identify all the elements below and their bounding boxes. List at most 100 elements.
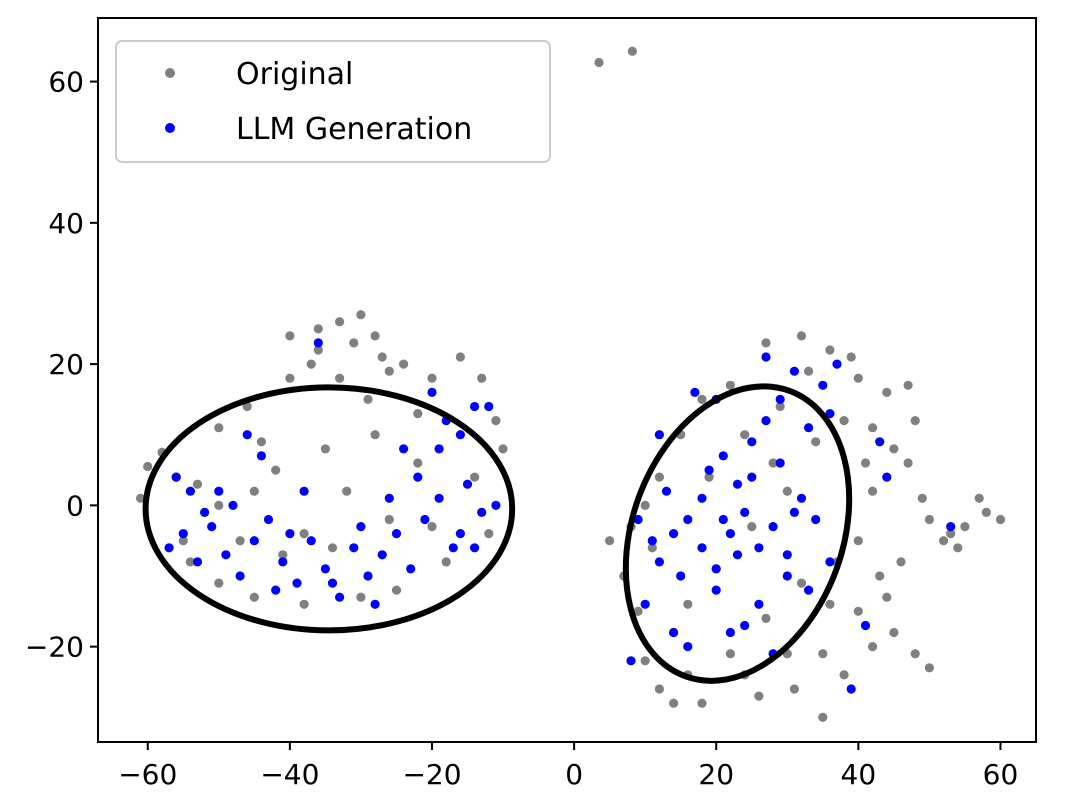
data-point bbox=[903, 380, 913, 390]
data-point bbox=[462, 479, 473, 489]
legend-marker bbox=[165, 68, 175, 78]
data-point bbox=[249, 536, 259, 546]
data-point bbox=[647, 536, 657, 546]
data-point bbox=[470, 472, 480, 482]
data-point bbox=[327, 578, 338, 588]
data-point bbox=[413, 458, 423, 468]
data-point bbox=[868, 486, 878, 496]
data-point bbox=[924, 514, 935, 525]
data-point bbox=[484, 401, 494, 412]
data-point bbox=[804, 423, 814, 433]
legend-label: LLM Generation bbox=[236, 112, 472, 147]
data-point bbox=[704, 472, 714, 482]
data-point bbox=[718, 451, 728, 461]
data-point bbox=[633, 514, 643, 525]
data-point bbox=[747, 437, 757, 447]
data-point bbox=[761, 613, 771, 624]
data-point bbox=[725, 627, 736, 638]
data-point bbox=[192, 557, 203, 567]
data-point bbox=[711, 585, 721, 595]
data-point bbox=[839, 670, 849, 680]
data-point bbox=[775, 394, 785, 404]
data-point bbox=[740, 620, 750, 631]
data-point bbox=[683, 514, 693, 525]
data-point bbox=[711, 564, 721, 574]
data-point bbox=[221, 550, 231, 560]
data-point bbox=[825, 409, 835, 419]
data-point bbox=[811, 437, 821, 447]
data-point bbox=[896, 557, 906, 567]
data-point bbox=[910, 416, 920, 426]
data-point bbox=[271, 465, 281, 475]
data-point bbox=[811, 514, 821, 525]
data-point bbox=[235, 536, 245, 546]
data-point bbox=[853, 606, 863, 616]
data-point bbox=[377, 550, 387, 560]
data-point bbox=[477, 373, 487, 383]
data-point bbox=[917, 493, 927, 503]
data-point bbox=[825, 557, 835, 567]
data-point bbox=[491, 416, 501, 426]
x-tick-label: 20 bbox=[698, 758, 734, 791]
data-point bbox=[725, 380, 736, 390]
data-point bbox=[697, 698, 707, 708]
data-point bbox=[654, 472, 665, 482]
data-point bbox=[960, 522, 970, 532]
data-point bbox=[356, 310, 366, 320]
data-point bbox=[349, 338, 359, 348]
data-point bbox=[420, 514, 430, 525]
data-point bbox=[434, 444, 444, 454]
data-point bbox=[235, 571, 245, 581]
data-point bbox=[185, 486, 195, 496]
data-point bbox=[718, 514, 728, 525]
data-point bbox=[825, 345, 835, 355]
legend: Original LLM Generation bbox=[115, 40, 551, 163]
data-point bbox=[320, 564, 330, 574]
data-point bbox=[796, 578, 807, 588]
data-point bbox=[654, 557, 665, 567]
data-point bbox=[761, 338, 771, 348]
data-point bbox=[384, 514, 394, 525]
data-point bbox=[974, 493, 984, 503]
data-point bbox=[342, 486, 352, 496]
data-point bbox=[299, 529, 309, 539]
data-point bbox=[860, 458, 871, 468]
data-point bbox=[640, 599, 650, 609]
data-point bbox=[818, 712, 828, 722]
data-point bbox=[633, 606, 643, 616]
data-point bbox=[882, 387, 892, 397]
data-point bbox=[278, 550, 288, 560]
data-point bbox=[406, 564, 416, 574]
y-tick-label: 60 bbox=[48, 66, 84, 99]
data-point bbox=[292, 578, 302, 588]
x-tick-label: 0 bbox=[565, 758, 583, 791]
data-point bbox=[249, 486, 259, 496]
data-point bbox=[804, 585, 814, 595]
data-point bbox=[740, 507, 750, 517]
data-point bbox=[754, 543, 764, 553]
data-point bbox=[278, 557, 288, 567]
data-point bbox=[768, 458, 778, 468]
data-point bbox=[306, 536, 316, 546]
data-point bbox=[868, 423, 878, 433]
data-point bbox=[185, 557, 195, 567]
data-point bbox=[818, 649, 828, 659]
cluster-ellipse-2 bbox=[622, 383, 853, 684]
data-point bbox=[846, 684, 856, 694]
data-point bbox=[285, 529, 295, 539]
data-point bbox=[313, 345, 323, 355]
series-layer bbox=[136, 46, 1006, 722]
data-point bbox=[747, 522, 757, 532]
data-point bbox=[441, 557, 451, 567]
legend-box bbox=[115, 40, 551, 163]
data-point bbox=[754, 599, 764, 609]
data-point bbox=[740, 430, 750, 440]
data-point bbox=[228, 500, 238, 510]
data-point bbox=[640, 656, 650, 666]
x-tick-label: 40 bbox=[841, 758, 877, 791]
data-point bbox=[839, 416, 849, 426]
data-point bbox=[370, 430, 380, 440]
data-point bbox=[782, 571, 792, 581]
data-point bbox=[626, 656, 636, 666]
data-point bbox=[448, 543, 458, 553]
